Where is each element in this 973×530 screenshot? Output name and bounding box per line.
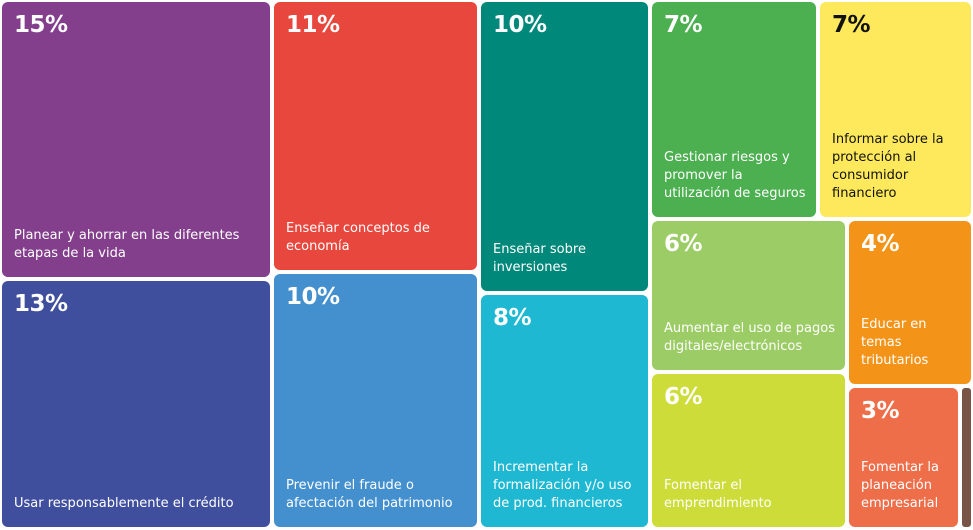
- treemap-tile: 11% Enseñar conceptos de economía: [274, 2, 477, 270]
- treemap-tile: 6% Fomentar el emprendimiento: [652, 374, 845, 527]
- tile-value: 7%: [664, 12, 703, 38]
- tile-label: Enseñar conceptos de economía: [286, 221, 430, 254]
- tile-value: 7%: [832, 12, 871, 38]
- tile-value: 6%: [664, 231, 703, 257]
- tile-value: 11%: [286, 12, 340, 38]
- tile-label: Prevenir el fraude o afectación del patr…: [286, 478, 453, 511]
- tile-value: 3%: [861, 398, 900, 424]
- treemap-tile-unlabeled: [962, 388, 971, 527]
- tile-label: Fomentar la planeación empresarial: [861, 460, 939, 511]
- tile-value: 6%: [664, 384, 703, 410]
- tile-value: 15%: [14, 12, 68, 38]
- tile-label: Enseñar sobre inversiones: [493, 242, 586, 275]
- tile-label: Informar sobre la protección al consumid…: [832, 132, 944, 201]
- tile-value: 4%: [861, 231, 900, 257]
- tile-value: 10%: [493, 12, 547, 38]
- tile-label: Aumentar el uso de pagos digitales/elect…: [664, 321, 835, 354]
- treemap-tile: 10% Prevenir el fraude o afectación del p…: [274, 274, 477, 527]
- tile-label: Usar responsablemente el crédito: [14, 496, 234, 511]
- treemap-tile: 8% Incrementar la formalización y/o uso d…: [481, 295, 648, 527]
- tile-label: Fomentar el emprendimiento: [664, 478, 772, 511]
- tile-label: Educar en temas tributarios: [861, 317, 929, 368]
- treemap-tile: 3% Fomentar la planeación empresarial: [849, 388, 958, 527]
- treemap-tile: 15% Planear y ahorrar en las diferentes e…: [2, 2, 270, 277]
- tile-label: Planear y ahorrar en las diferentes etap…: [14, 228, 240, 261]
- tile-label: Incrementar la formalización y/o uso de …: [493, 460, 632, 511]
- treemap-tile: 13% Usar responsablemente el crédito: [2, 281, 270, 527]
- tile-value: 10%: [286, 284, 340, 310]
- tile-value: 8%: [493, 305, 532, 331]
- tile-label: Gestionar riesgos y promover la utilizac…: [664, 150, 806, 201]
- tile-value: 13%: [14, 291, 68, 317]
- treemap-tile: 7% Informar sobre la protección al consum…: [820, 2, 971, 217]
- treemap-tile: 10% Enseñar sobre inversiones: [481, 2, 648, 291]
- treemap-tile: 4% Educar en temas tributarios: [849, 221, 971, 384]
- treemap-tile: 6% Aumentar el uso de pagos digitales/ele…: [652, 221, 845, 370]
- treemap-tile: 7% Gestionar riesgos y promover la utiliz…: [652, 2, 816, 217]
